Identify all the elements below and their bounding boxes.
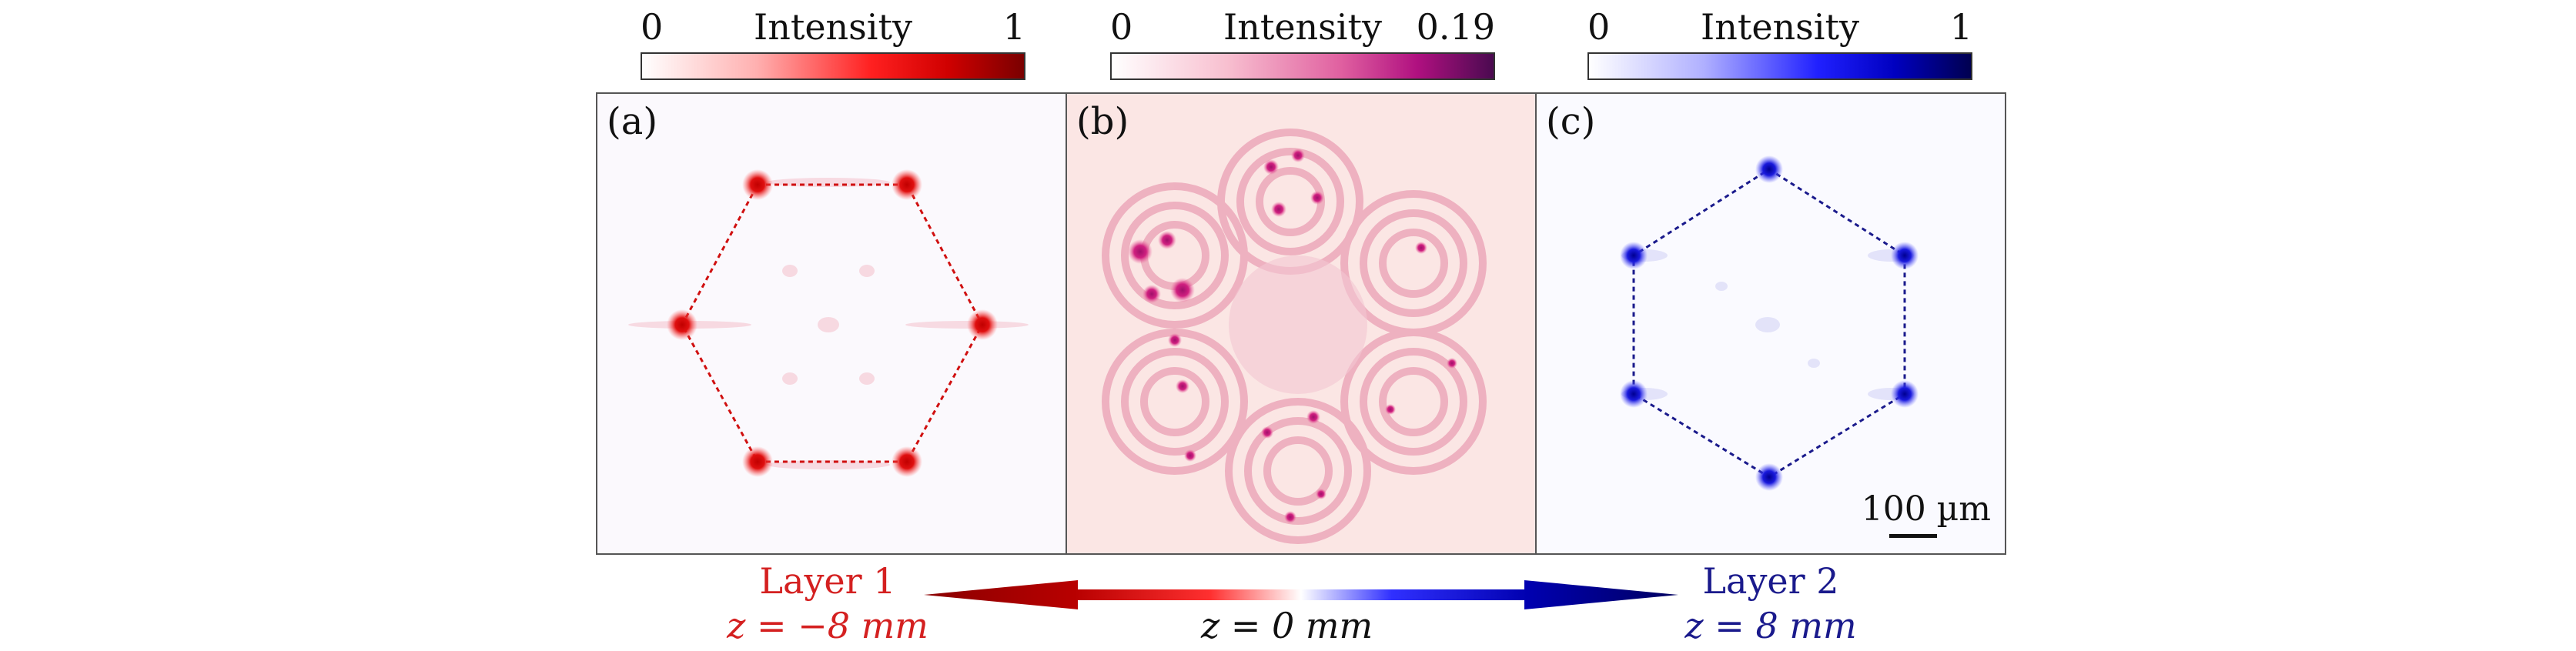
- panel-c: (c) 100 µm: [1535, 92, 2006, 555]
- intensity-spot: [1620, 242, 1648, 269]
- panel-b: (b): [1066, 92, 1537, 555]
- colorbar-gradient: [1587, 52, 1972, 80]
- layer2-name: Layer 2: [1702, 560, 1839, 602]
- arrow-body: [924, 580, 1678, 609]
- panel-label: (b): [1076, 100, 1129, 143]
- colorbar-max-label: 1: [1949, 6, 1972, 48]
- panel-a: (a): [596, 92, 1067, 555]
- z-axis-arrow: [924, 580, 1678, 609]
- intensity-spot: [742, 446, 773, 477]
- colorbar-title: Intensity: [1223, 6, 1382, 48]
- intensity-spot: [742, 169, 773, 200]
- intensity-spot: [892, 169, 922, 200]
- panel-c-image: [1620, 155, 1919, 491]
- scale-bar: [1889, 534, 1937, 538]
- center-z-label: z = 0 mm: [1201, 605, 1373, 646]
- panel-label: (a): [607, 100, 658, 143]
- colorbar-gradient: [641, 52, 1025, 80]
- scale-bar-label: 100 µm: [1861, 489, 1991, 529]
- intensity-spot: [1891, 380, 1919, 408]
- intensity-spot: [1891, 242, 1919, 269]
- colorbar-min-label: 0: [1110, 6, 1133, 48]
- intensity-spot: [1755, 155, 1783, 183]
- colorbar-title: Intensity: [754, 6, 912, 48]
- colorbar-max-label: 0.19: [1416, 6, 1495, 48]
- panel-b-image: [1102, 129, 1487, 544]
- panel-label: (c): [1546, 100, 1596, 143]
- colorbar-b: 0 Intensity 0.19: [1110, 0, 1495, 85]
- colorbar-c: 0 Intensity 1: [1587, 0, 1972, 85]
- colorbar-title: Intensity: [1701, 6, 1859, 48]
- panel-a-image: [628, 169, 1029, 477]
- intensity-spot: [1755, 463, 1783, 491]
- colorbar-a: 0 Intensity 1: [641, 0, 1025, 85]
- colorbar-max-label: 1: [1002, 6, 1025, 48]
- speckle-spots: [1128, 149, 1457, 523]
- colorbar-gradient: [1110, 52, 1495, 80]
- layer2-label: Layer 2 z = 8 mm: [1648, 559, 1894, 648]
- layer1-label: Layer 1 z = −8 mm: [685, 559, 970, 648]
- layer2-z: z = 8 mm: [1684, 605, 1857, 646]
- intensity-spot: [667, 309, 698, 340]
- intensity-spot: [892, 446, 922, 477]
- colorbar-min-label: 0: [1587, 6, 1611, 48]
- colorbar-min-label: 0: [641, 6, 664, 48]
- intensity-spot: [967, 309, 998, 340]
- layer1-name: Layer 1: [759, 560, 896, 602]
- layer1-z: z = −8 mm: [727, 605, 928, 646]
- intensity-spot: [1620, 380, 1648, 408]
